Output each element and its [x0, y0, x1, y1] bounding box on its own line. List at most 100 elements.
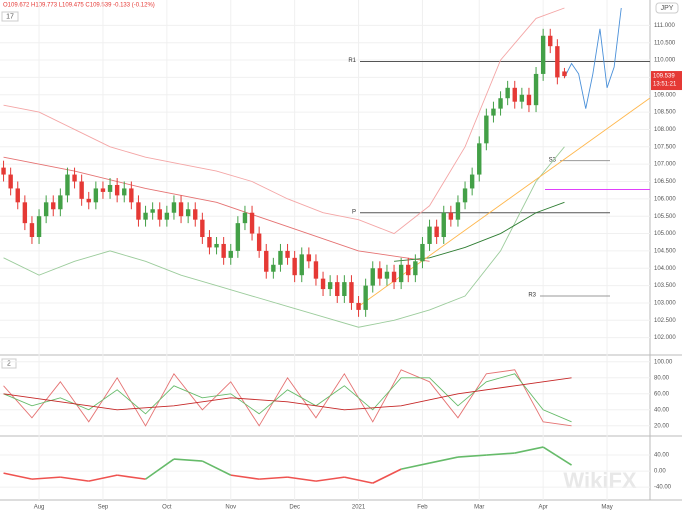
- currency-label[interactable]: JPY: [661, 5, 674, 12]
- candle-body: [129, 188, 134, 203]
- candle-body: [122, 188, 127, 196]
- candle-body: [8, 174, 13, 189]
- y-tick-label: 105.500: [654, 214, 676, 220]
- candle-body: [349, 282, 354, 303]
- oscillator-segment: [259, 476, 288, 480]
- oscillator-segment: [315, 476, 345, 482]
- y-tick-label: 110.500: [654, 40, 676, 46]
- candle-body: [214, 243, 219, 248]
- candle-body: [363, 285, 368, 310]
- candle-body: [391, 271, 397, 283]
- candle-body: [157, 209, 162, 220]
- candle-body: [171, 202, 177, 213]
- candle-body: [249, 212, 255, 234]
- candle-body: [448, 212, 454, 220]
- candle-body: [292, 257, 297, 276]
- panel-label[interactable]: 2: [7, 360, 11, 367]
- candle-body: [256, 233, 262, 251]
- candle-body: [299, 254, 304, 276]
- candle-body: [36, 216, 42, 238]
- oscillator-segment: [542, 446, 572, 466]
- candle-body: [413, 261, 418, 276]
- candle-body: [264, 250, 269, 272]
- candle-body: [150, 209, 155, 213]
- y-tick-label: 106.000: [654, 196, 676, 202]
- candle-body: [555, 46, 560, 78]
- oscillator-line: [3, 377, 572, 411]
- candle-body: [193, 209, 198, 220]
- y-tick-label: 40.00: [654, 453, 670, 459]
- candle-body: [51, 202, 56, 210]
- y-tick-label: 105.000: [654, 231, 676, 237]
- oscillator-segment: [287, 476, 317, 482]
- candle-body: [185, 209, 191, 217]
- candle-body: [228, 250, 233, 258]
- candle-body: [469, 174, 475, 189]
- oscillator-segment: [88, 474, 118, 482]
- candle-body: [285, 250, 290, 258]
- candle-body: [434, 226, 439, 238]
- oscillator-segment: [3, 472, 33, 480]
- y-tick-label: 80.00: [654, 375, 670, 381]
- currency-badge[interactable]: [655, 2, 679, 14]
- candle-body: [143, 212, 148, 220]
- candle-body: [398, 264, 404, 283]
- candle-body: [427, 226, 432, 244]
- candle-body: [200, 219, 205, 238]
- x-tick-label: Mar: [474, 505, 484, 511]
- oscillator-segment: [31, 476, 61, 480]
- x-tick-label: Apr: [538, 505, 547, 511]
- oscillator-segment: [514, 446, 544, 454]
- x-tick-label: 2021: [352, 505, 366, 511]
- candle-body: [306, 254, 312, 262]
- x-tick-label: Aug: [34, 505, 45, 511]
- candle-body: [235, 223, 241, 251]
- y-tick-label: 103.000: [654, 301, 676, 307]
- candle-body: [406, 264, 411, 276]
- candle-body: [377, 268, 383, 279]
- study-badge[interactable]: [1, 11, 19, 22]
- candle-body: [29, 223, 35, 238]
- oscillator-segment: [173, 458, 203, 462]
- y-tick-label: 0.00: [654, 469, 666, 475]
- candle-body: [356, 302, 361, 310]
- candle-body: [178, 202, 184, 217]
- candle-body: [22, 202, 28, 224]
- candle-body: [526, 94, 532, 106]
- candle-body: [164, 212, 170, 220]
- candle-body: [420, 243, 425, 262]
- candle-body: [278, 250, 283, 265]
- candle-body: [562, 71, 567, 77]
- panel-badge[interactable]: [1, 358, 17, 369]
- oscillator-segment: [344, 476, 373, 484]
- candle-body: [512, 87, 517, 102]
- candle-body: [477, 143, 482, 175]
- study-label[interactable]: 17: [6, 13, 14, 20]
- candle-body: [58, 195, 63, 210]
- y-tick-label: 111.000: [654, 23, 675, 29]
- price-label: 109.539: [653, 74, 675, 80]
- y-tick-label: 100.00: [654, 359, 673, 365]
- candle-body: [484, 115, 489, 144]
- candle-body: [462, 188, 468, 203]
- y-tick-label: 110.000: [654, 58, 676, 64]
- y-tick-label: 102.000: [654, 335, 676, 341]
- candle-body: [93, 188, 99, 203]
- oscillator-segment: [230, 474, 260, 480]
- y-tick-label: 104.500: [654, 248, 676, 254]
- y-tick-label: 107.500: [654, 144, 676, 150]
- y-tick-label: -40.00: [654, 485, 672, 491]
- candle-body: [221, 243, 226, 258]
- candle-body: [498, 98, 503, 109]
- x-tick-label: May: [601, 505, 612, 511]
- candle-body: [107, 184, 113, 192]
- candle-body: [370, 268, 375, 286]
- x-tick-label: Dec: [289, 505, 300, 511]
- x-tick-label: Oct: [162, 505, 172, 511]
- candle-body: [384, 271, 390, 279]
- candle-body: [100, 188, 106, 192]
- y-tick-label: 103.500: [654, 283, 676, 289]
- oscillator-segment: [486, 452, 515, 456]
